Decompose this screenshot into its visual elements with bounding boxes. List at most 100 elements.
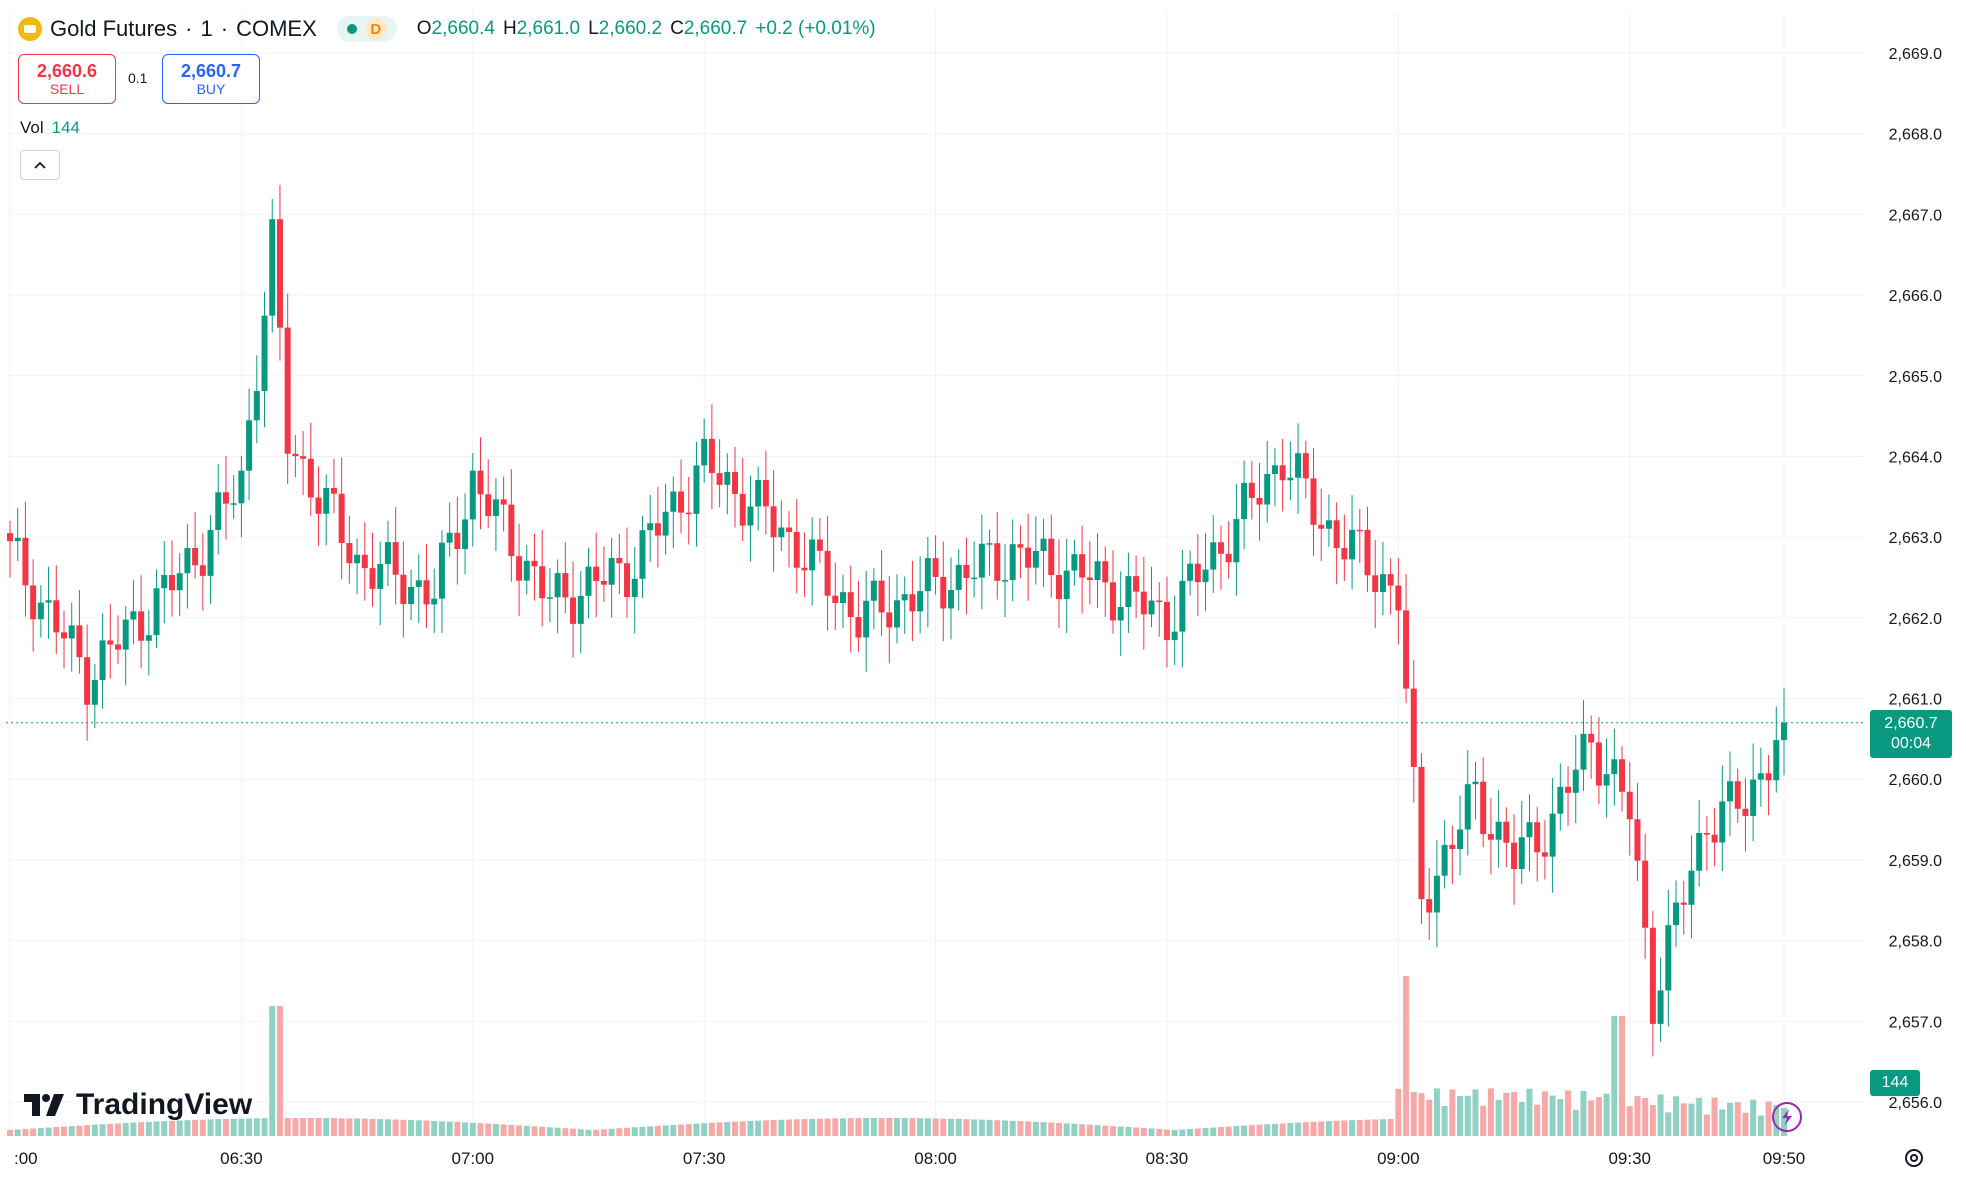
gear-icon[interactable] <box>1900 1144 1928 1172</box>
candle-body <box>716 473 723 485</box>
volume-bar <box>608 1128 615 1136</box>
candle-body <box>878 580 885 613</box>
candle-body <box>330 487 337 494</box>
candle-body <box>978 543 985 578</box>
volume-bar <box>1364 1119 1371 1136</box>
sell-button[interactable]: 2,660.6 SELL <box>18 54 116 104</box>
volume-bar <box>1426 1099 1433 1136</box>
volume-bar <box>1079 1124 1086 1136</box>
volume-bar <box>1457 1095 1464 1136</box>
volume-bar <box>114 1123 121 1136</box>
candle-body <box>60 632 67 639</box>
volume-bar <box>1202 1128 1209 1136</box>
candle-body <box>1480 781 1487 835</box>
candle-body <box>1487 834 1494 840</box>
candle-body <box>22 537 29 586</box>
y-tick-label: 2,658.0 <box>1889 934 1942 951</box>
candle-body <box>1611 759 1618 775</box>
candle-body <box>122 619 129 650</box>
volume-bar <box>1025 1121 1032 1136</box>
candle-body <box>145 635 152 641</box>
volume-bar <box>1256 1124 1263 1136</box>
candle-body <box>870 580 877 601</box>
volume-bar <box>801 1119 808 1136</box>
volume-bar <box>1063 1123 1070 1136</box>
candle-body <box>762 480 769 507</box>
candle-body <box>1503 821 1510 843</box>
symbol-name[interactable]: Gold Futures <box>50 16 178 41</box>
candle-body <box>847 592 854 618</box>
volume-bar <box>53 1127 60 1136</box>
candle-body <box>1727 781 1734 802</box>
candle-body <box>1372 575 1379 593</box>
volume-bar <box>1403 976 1410 1136</box>
candle-body <box>1742 808 1749 816</box>
candle-body <box>1696 833 1703 871</box>
candle-body <box>1102 561 1109 583</box>
lightning-icon[interactable] <box>1772 1102 1802 1132</box>
volume-bar <box>762 1120 769 1136</box>
volume-bar <box>1719 1109 1726 1136</box>
volume-bar <box>870 1118 877 1136</box>
volume-bar <box>1171 1129 1178 1136</box>
candle-body <box>701 438 708 466</box>
volume-bar <box>1688 1103 1695 1136</box>
volume-bar <box>300 1118 307 1136</box>
candle-body <box>770 506 777 538</box>
volume-bar <box>76 1125 83 1136</box>
candle-body <box>107 640 114 645</box>
volume-bar <box>732 1121 739 1136</box>
tradingview-logo[interactable]: TradingView <box>24 1088 252 1122</box>
volume-bar <box>1133 1127 1140 1136</box>
volume-bar <box>330 1118 337 1136</box>
candle-body <box>1125 576 1132 607</box>
volume-bar <box>593 1129 600 1136</box>
collapse-legend-button[interactable] <box>20 150 60 180</box>
candle-body <box>431 598 438 605</box>
volume-bar <box>307 1118 314 1136</box>
volume-bar <box>1757 1115 1764 1136</box>
volume-bar <box>570 1128 577 1136</box>
volume-bar <box>485 1123 492 1136</box>
candle-body <box>662 511 669 536</box>
market-status[interactable]: D <box>336 16 397 42</box>
time-axis: :00 06:30 07:00 07:30 08:00 08:30 09:00 09:30 09… <box>14 1149 1805 1168</box>
buy-button[interactable]: 2,660.7 BUY <box>162 54 260 104</box>
volume-bar <box>454 1122 461 1136</box>
candle-body <box>246 420 253 471</box>
candle-body <box>492 499 499 516</box>
volume-bar <box>45 1127 52 1136</box>
volume-bar <box>1102 1125 1109 1136</box>
volume-bar <box>400 1119 407 1136</box>
candle-body <box>1133 576 1140 592</box>
candle-body <box>1048 538 1055 575</box>
volume-bar <box>192 1119 199 1136</box>
open-value: 2,660.4 <box>431 18 495 39</box>
candle-body <box>531 560 538 567</box>
volume-bar <box>778 1119 785 1136</box>
volume-value: 144 <box>51 118 81 137</box>
volume-bar <box>1248 1125 1255 1136</box>
candle-body <box>986 543 993 545</box>
volume-bar <box>963 1119 970 1136</box>
price-axis: 2,669.0 2,668.0 2,667.0 2,666.0 2,665.0 2,664… <box>1889 46 1942 1112</box>
interval-label[interactable]: 1 <box>200 16 213 41</box>
volume-bar <box>1703 1114 1710 1136</box>
candle-body <box>1025 547 1032 568</box>
volume-bar <box>1673 1096 1680 1136</box>
candle-body <box>1580 733 1587 770</box>
volume-bar <box>955 1118 962 1136</box>
candle-body <box>562 573 569 598</box>
volume-bar <box>1148 1128 1155 1136</box>
volume-bar <box>832 1118 839 1136</box>
candle-body <box>1734 781 1741 809</box>
candle-body <box>454 532 461 550</box>
volume-bar <box>1040 1122 1047 1136</box>
candle-body <box>616 557 623 564</box>
chart-grid <box>6 12 1866 1136</box>
volume-bar <box>855 1118 862 1136</box>
candle-body <box>654 523 661 536</box>
candle-body <box>14 537 21 542</box>
volume-bar <box>1634 1096 1641 1136</box>
